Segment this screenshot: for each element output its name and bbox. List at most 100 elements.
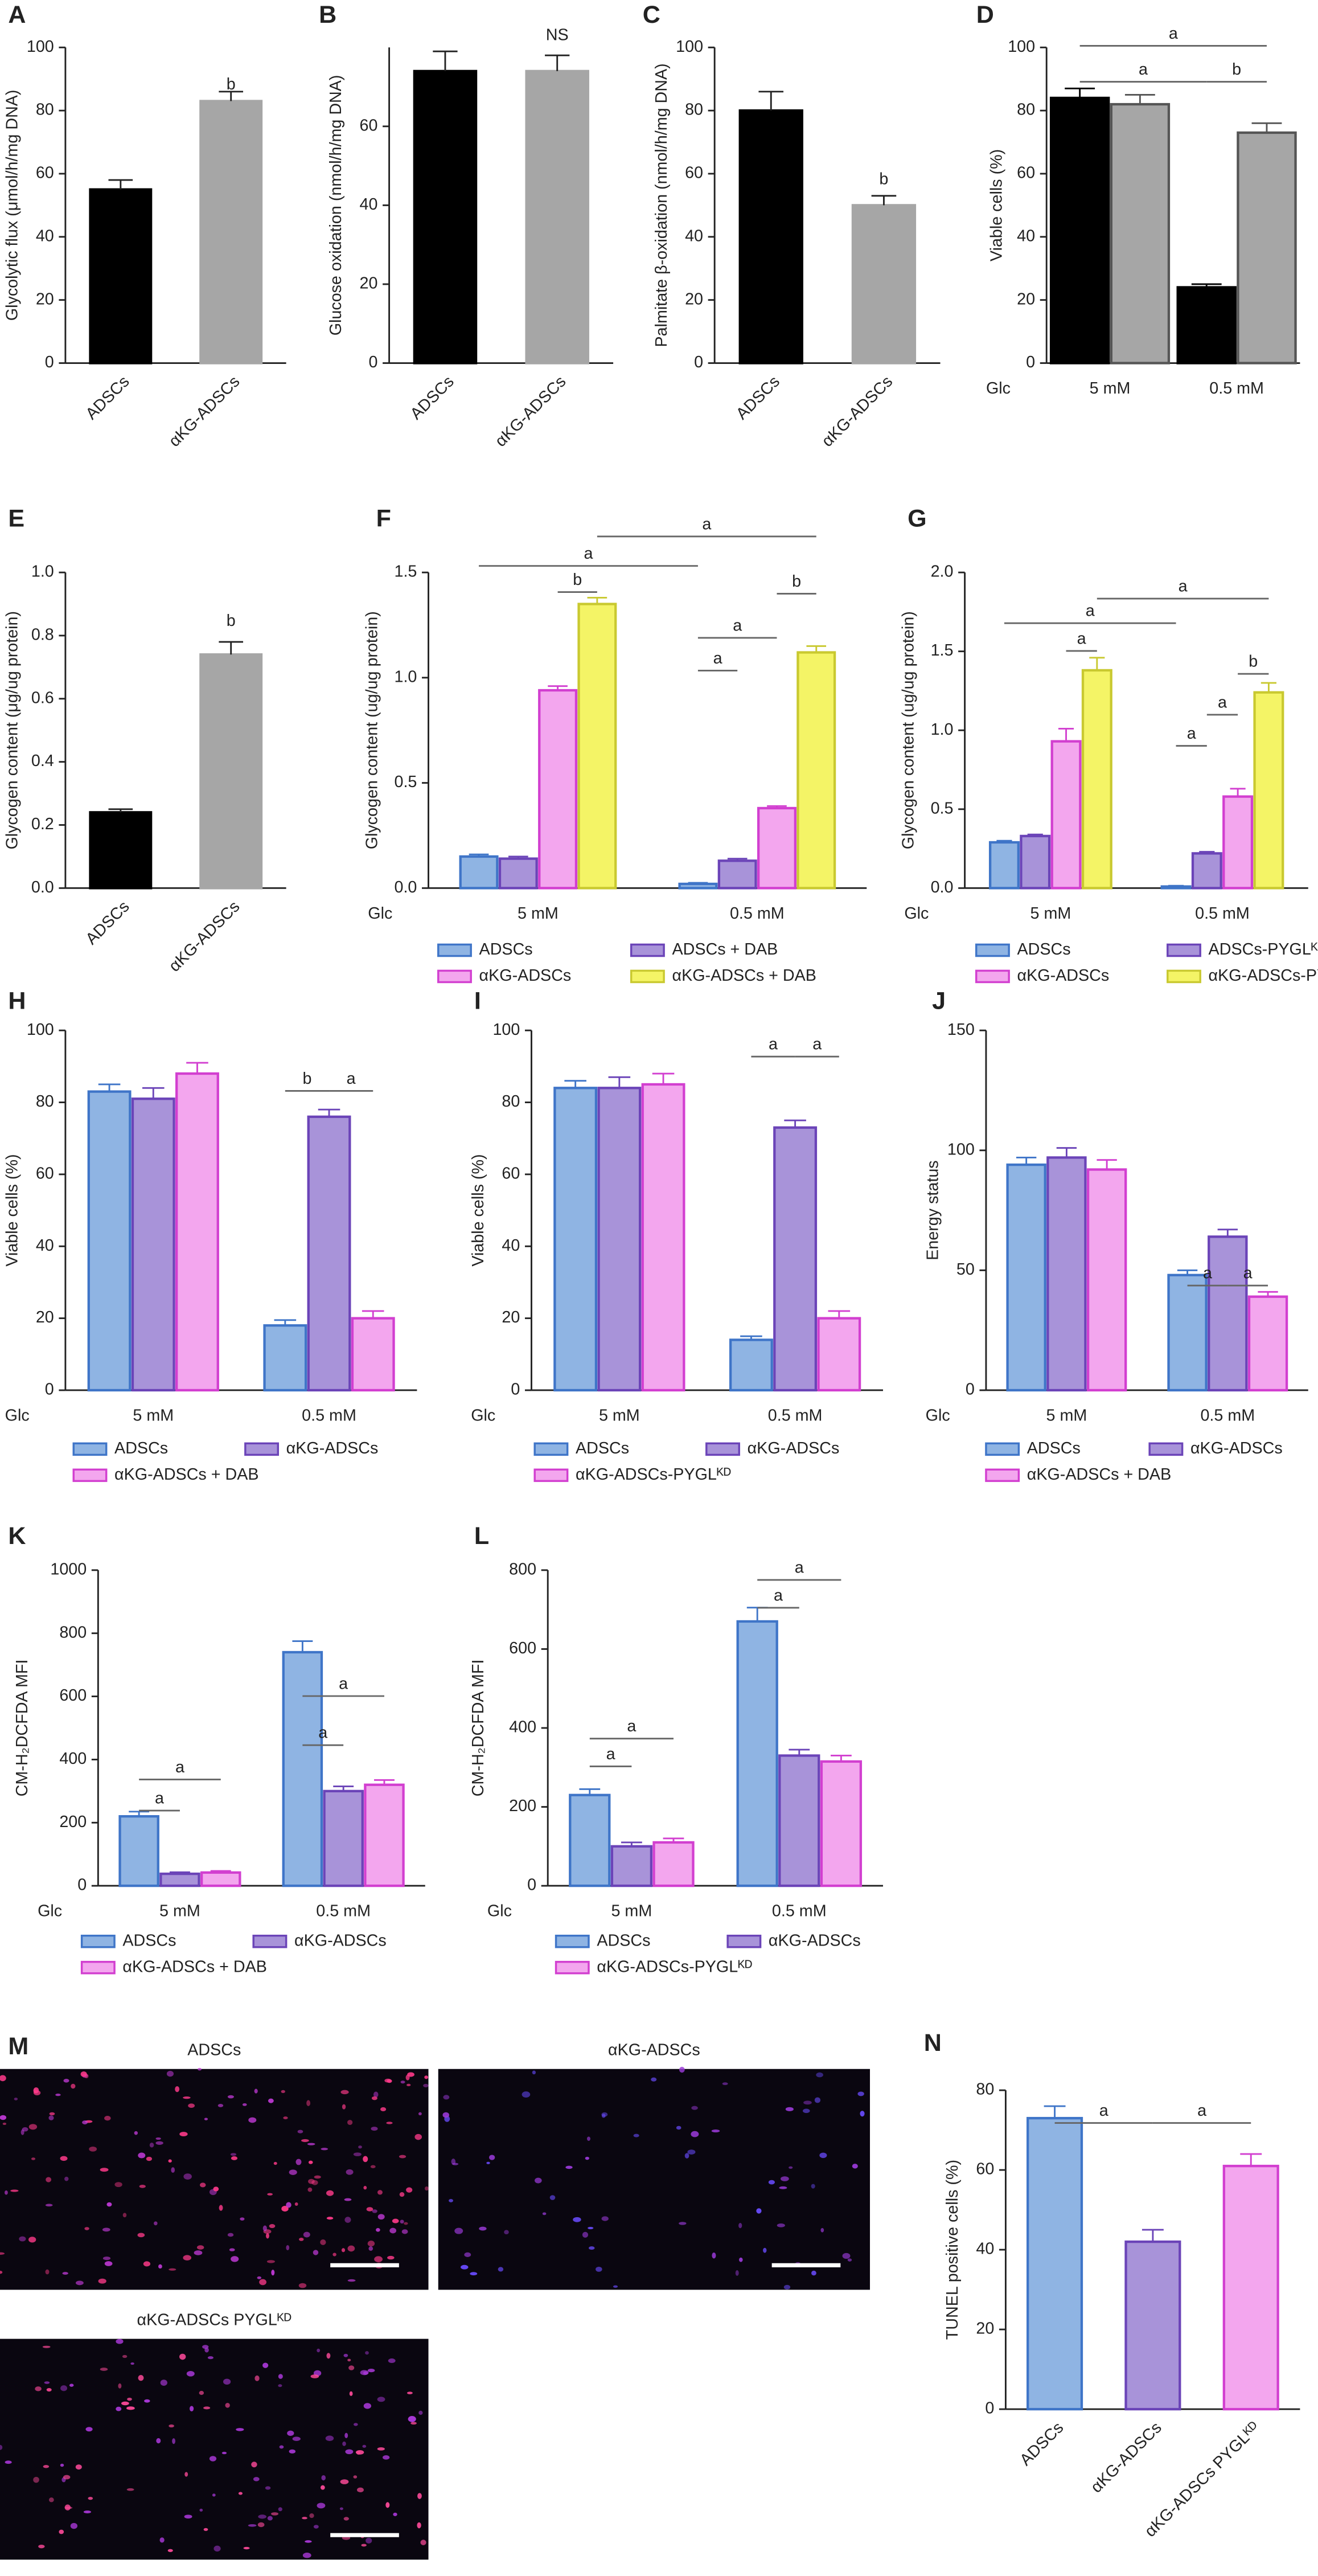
bar [364, 1783, 405, 1887]
cell-nucleus [0, 2270, 3, 2274]
y-tick-label: 80 [36, 1092, 54, 1111]
y-tick-label: 80 [685, 101, 703, 119]
cell-nucleus [392, 2218, 399, 2223]
bar [1081, 669, 1112, 890]
panel-letter: A [8, 1, 26, 28]
cell-nucleus [203, 2406, 211, 2410]
cell-nucleus [0, 2075, 6, 2082]
legend-swatch [252, 1934, 288, 1948]
cell-nucleus [19, 2236, 26, 2242]
x-tick-label: 0.5 mM [730, 904, 785, 923]
y-tick-label: 80 [502, 1092, 520, 1111]
cell-nucleus [258, 2514, 267, 2519]
cell-nucleus [198, 2067, 202, 2071]
cell-nucleus [64, 2176, 69, 2181]
bar [1027, 2116, 1083, 2411]
bar [263, 1324, 307, 1392]
cell-nucleus [738, 2257, 743, 2262]
y-tick-label: 100 [27, 1021, 54, 1039]
cell-nucleus [0, 2444, 3, 2450]
x-tick-label: 0.5 mM [302, 1407, 356, 1425]
y-tick-label: 20 [36, 290, 54, 308]
cell-nucleus [273, 2161, 277, 2165]
cell-nucleus [160, 2380, 167, 2386]
cell-nucleus [711, 2129, 720, 2133]
cell-nucleus [179, 2353, 186, 2360]
cell-nucleus [238, 2492, 243, 2495]
y-tick-label: 0 [511, 1381, 520, 1399]
significance-label: b [1232, 60, 1241, 79]
bar [729, 1338, 773, 1392]
bar [851, 204, 917, 365]
y-tick-label: 0.0 [931, 878, 954, 896]
significance-label: b [227, 75, 236, 93]
image-title: αKG-ADSCs PYGLᴷᴰ [137, 2311, 291, 2329]
bar [1050, 740, 1082, 890]
significance-label: a [175, 1758, 184, 1776]
cell-nucleus [122, 2354, 128, 2358]
cell-nucleus [306, 2100, 311, 2106]
legend-swatch [72, 1468, 108, 1482]
cell-nucleus [342, 2441, 346, 2446]
cell-nucleus [405, 2074, 410, 2081]
y-tick-label: 0.5 [931, 799, 954, 817]
y-tick-label: 60 [502, 1164, 520, 1182]
cell-nucleus [297, 2129, 303, 2133]
cell-nucleus [5, 2460, 12, 2464]
cell-nucleus [126, 2406, 135, 2410]
bar [1176, 286, 1237, 365]
cell-nucleus [613, 2285, 618, 2288]
cell-nucleus [35, 2386, 42, 2391]
cell-nucleus [314, 2175, 321, 2179]
y-axis-label: Viable cells (%) [988, 149, 1006, 261]
y-axis-label: Viable cells (%) [469, 1154, 487, 1266]
significance-label: a [627, 1717, 636, 1735]
cell-nucleus [362, 2444, 367, 2448]
significance-label: a [347, 1070, 356, 1088]
cell-nucleus [265, 2486, 271, 2490]
cell-nucleus [175, 2086, 180, 2092]
cell-nucleus [756, 2208, 762, 2214]
legend-label: αKG-ADSCs [286, 1439, 379, 1457]
cell-nucleus [442, 2112, 450, 2118]
panel-letter: L [474, 1522, 489, 1550]
cell-nucleus [200, 2182, 206, 2188]
cell-nucleus [313, 2250, 319, 2255]
cell-nucleus [60, 2156, 68, 2161]
cell-nucleus [46, 2387, 52, 2392]
cell-nucleus [393, 2512, 397, 2516]
y-tick-label: 2.0 [931, 563, 954, 581]
y-tick-label: 0.0 [31, 878, 54, 896]
significance-label: a [1086, 602, 1095, 620]
cell-nucleus [356, 2487, 364, 2493]
cell-nucleus [28, 2237, 36, 2243]
cell-nucleus [486, 2161, 490, 2164]
y-tick-label: 0.4 [31, 752, 54, 770]
cell-nucleus [321, 2148, 329, 2151]
y-tick-label: 20 [360, 275, 378, 293]
cell-nucleus [365, 2351, 369, 2355]
cell-nucleus [63, 2475, 71, 2480]
y-tick-label: 600 [59, 1686, 87, 1705]
cell-nucleus [219, 2205, 223, 2211]
y-tick-label: 20 [502, 1308, 520, 1326]
legend-label: αKG-ADSCs [1190, 1439, 1283, 1457]
y-tick-label: 200 [59, 1813, 87, 1831]
bar [1222, 2164, 1279, 2411]
cell-nucleus [321, 2475, 326, 2481]
y-tick-label: 0 [369, 353, 378, 371]
panel-letter: K [8, 1522, 26, 1550]
cell-nucleus [267, 2193, 273, 2196]
y-tick-label: 0.6 [31, 689, 54, 707]
cell-nucleus [816, 2072, 823, 2078]
bar [757, 806, 796, 890]
cell-nucleus [199, 2390, 204, 2395]
cell-nucleus [251, 2462, 257, 2468]
cell-nucleus [340, 2090, 349, 2095]
bar [773, 1126, 818, 1392]
cell-nucleus [281, 2090, 285, 2093]
cell-nucleus [343, 2517, 349, 2521]
bar [282, 1651, 323, 1887]
bar [1006, 1163, 1046, 1392]
cell-nucleus [10, 2189, 19, 2192]
